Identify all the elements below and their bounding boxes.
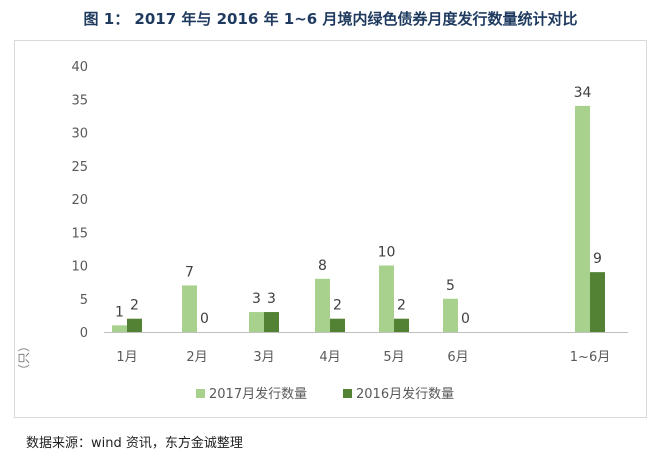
bar-1-2 <box>182 285 197 332</box>
bar-1-4 <box>315 278 330 332</box>
data-label-1-4: 8 <box>318 258 327 274</box>
y-tick-label-40: 40 <box>71 60 88 75</box>
x-tick-label-3: 3月 <box>253 350 274 365</box>
bar-2-1 <box>127 318 142 332</box>
x-tick-label-5: 5月 <box>383 350 404 365</box>
bar-1-3 <box>249 312 264 332</box>
y-tick-label-30: 30 <box>71 127 88 142</box>
bar-2-5 <box>394 318 409 332</box>
y-tick-label-35: 35 <box>71 93 88 108</box>
data-label-1-3: 3 <box>252 291 261 307</box>
x-tick-label-7: 1~6月 <box>570 350 610 365</box>
y-tick-label-10: 10 <box>71 260 88 275</box>
data-label-1-1: 1 <box>115 304 124 320</box>
data-label-2-6: 0 <box>461 311 470 327</box>
bar-1-7 <box>575 105 590 333</box>
y-tick-label-20: 20 <box>71 193 88 208</box>
data-label-1-2: 7 <box>185 264 194 280</box>
y-tick-label-0: 0 <box>80 326 88 341</box>
y-tick-label-25: 25 <box>71 160 88 175</box>
legend-swatch-2 <box>343 389 352 398</box>
data-label-1-7: 34 <box>574 85 592 101</box>
bar-1-1 <box>112 325 127 332</box>
y-tick-label-15: 15 <box>71 226 88 241</box>
y-tick-label-5: 5 <box>80 293 88 308</box>
x-tick-label-2: 2月 <box>186 350 207 365</box>
bar-1-5 <box>379 265 394 332</box>
data-label-2-1: 2 <box>130 298 139 314</box>
data-label-1-6: 5 <box>446 278 455 294</box>
data-label-1-5: 10 <box>378 245 396 261</box>
x-tick-label-4: 4月 <box>319 350 340 365</box>
x-tick-label-1: 1月 <box>116 350 137 365</box>
legend-label-1: 2017月发行数量 <box>209 386 307 402</box>
chart-title: 图 1： 2017 年与 2016 年 1~6 月境内绿色债券月度发行数量统计对… <box>83 10 578 28</box>
data-label-2-7: 9 <box>593 251 602 267</box>
data-label-2-4: 2 <box>333 298 342 314</box>
bar-2-3 <box>264 312 279 332</box>
data-label-2-5: 2 <box>397 298 406 314</box>
legend-swatch-1 <box>196 389 205 398</box>
source-note: 数据来源：wind 资讯，东方金诚整理 <box>26 436 243 451</box>
x-tick-label-6: 6月 <box>447 350 468 365</box>
data-label-2-3: 3 <box>267 291 276 307</box>
bar-2-4 <box>330 318 345 332</box>
bar-2-7 <box>590 272 605 332</box>
bar-1-6 <box>443 298 458 332</box>
legend-label-2: 2016月发行数量 <box>356 386 454 402</box>
y-axis-label: （只） <box>17 340 31 376</box>
data-label-2-2: 0 <box>200 311 209 327</box>
chart-frame <box>14 40 647 418</box>
